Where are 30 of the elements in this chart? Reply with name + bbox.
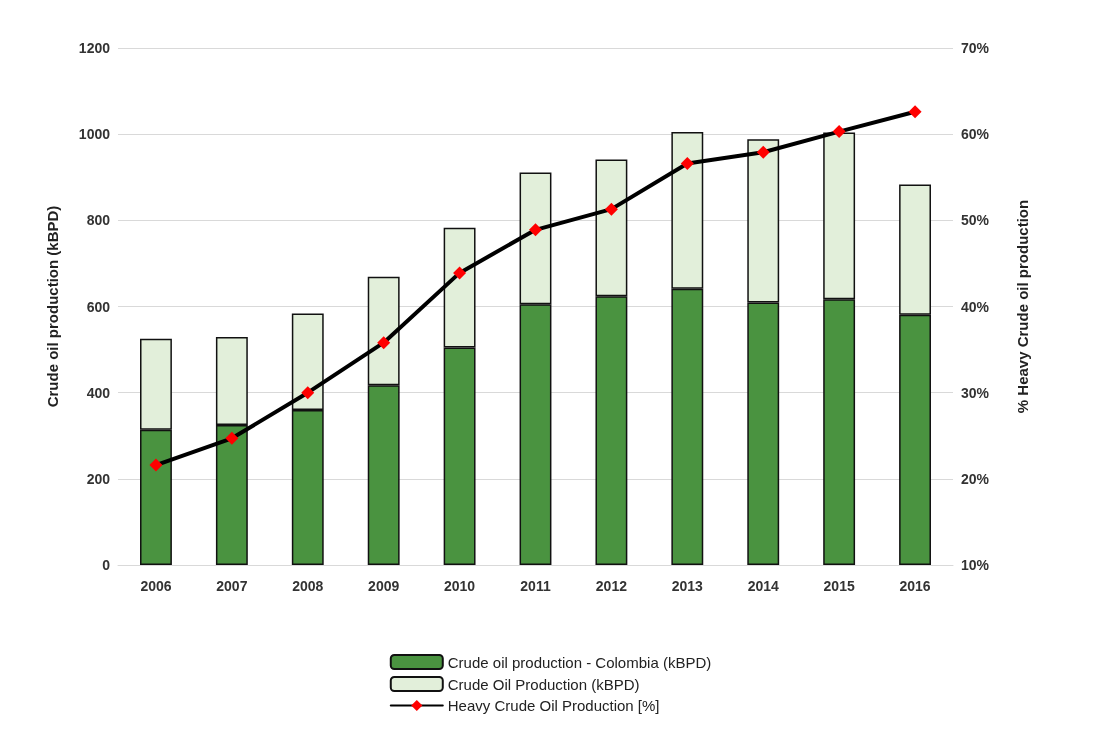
y-tick-label: 1000: [78, 126, 111, 143]
legend-label: Crude oil production - Colombia (kBPD): [447, 653, 712, 671]
x-tick-label: 2006: [140, 578, 172, 594]
x-tick-label: 2016: [899, 578, 931, 594]
y2-tick-label: 60%: [961, 126, 990, 143]
y-tick-label: 0: [102, 557, 111, 573]
y2-axis-title: % Heavy Crude oil production: [1014, 199, 1031, 414]
y2-tick-label: 30%: [961, 384, 990, 401]
legend-label: Crude Oil Production (kBPD): [447, 675, 640, 693]
y2-tick-label: 40%: [961, 298, 990, 315]
y2-tick-label: 70%: [961, 40, 990, 56]
x-tick-label: 2015: [823, 578, 855, 594]
x-tick-label: 2013: [671, 578, 704, 594]
x-tick-label: 2010: [444, 578, 476, 594]
x-tick-label: 2011: [520, 578, 551, 594]
x-tick-label: 2008: [292, 578, 324, 594]
y-axis-title: Crude oil production (kBPD): [44, 205, 61, 408]
y-tick-label: 600: [86, 298, 111, 315]
x-tick-label: 2009: [368, 578, 400, 594]
x-tick-label: 2014: [747, 578, 780, 594]
y2-tick-label: 10%: [961, 557, 990, 573]
y2-tick-label: 50%: [961, 212, 990, 229]
y-tick-label: 800: [86, 212, 111, 229]
x-tick-label: 2007: [216, 578, 248, 594]
y-tick-label: 1200: [78, 40, 111, 56]
y-tick-label: 400: [86, 384, 111, 401]
legend-label: Heavy Crude Oil Production [%]: [447, 697, 660, 714]
y2-tick-label: 20%: [961, 470, 990, 487]
y-tick-label: 200: [86, 470, 111, 487]
x-tick-label: 2012: [595, 578, 628, 594]
